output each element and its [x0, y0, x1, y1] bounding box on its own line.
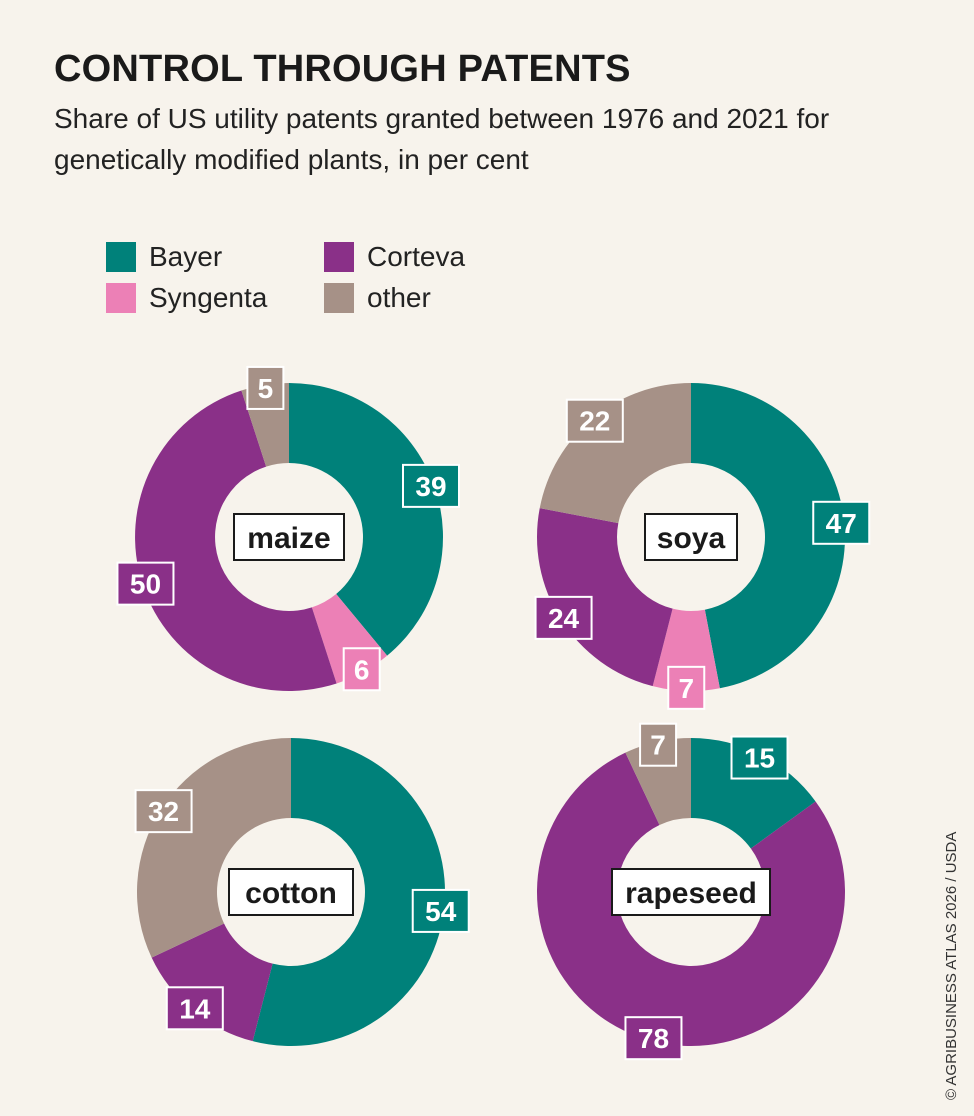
donut-maize: 39 6 50 5 maize	[116, 365, 460, 692]
value-label-maize-syngenta: 6	[342, 647, 381, 692]
slice-cotton-bayer	[252, 738, 445, 1046]
value-label-maize-corteva: 50	[116, 561, 175, 606]
slice-soya-corteva	[537, 508, 673, 687]
chart-title: CONTROL THROUGH PATENTS	[54, 48, 631, 90]
svg-text:14: 14	[179, 993, 211, 1024]
legend-item-syngenta: Syngenta	[106, 281, 267, 315]
crop-label-cotton: cotton	[228, 868, 354, 916]
legend-swatch-corteva	[324, 242, 354, 272]
svg-text:54: 54	[425, 896, 457, 927]
value-label-soya-corteva: 24	[534, 595, 593, 640]
legend-item-corteva: Corteva	[324, 240, 465, 274]
value-label-rapeseed-bayer: 15	[730, 735, 789, 780]
legend-label-corteva: Corteva	[367, 241, 466, 272]
legend-label-bayer: Bayer	[149, 241, 223, 272]
slice-soya-other	[539, 383, 691, 524]
legend-item-bayer: Bayer	[106, 240, 222, 274]
source-credit: © AGRIBUSINESS ATLAS 2026 / USDA	[943, 831, 960, 1100]
chart-subtitle: Share of US utility patents granted betw…	[54, 103, 830, 175]
legend-swatch-other	[324, 283, 354, 313]
value-label-cotton-corteva: 14	[165, 986, 224, 1031]
legend-label-other: other	[367, 282, 431, 313]
legend-label-syngenta: Syngenta	[149, 282, 268, 313]
value-label-rapeseed-other: 7	[639, 722, 678, 767]
svg-text:soya: soya	[657, 522, 726, 555]
slice-rapeseed-corteva	[537, 752, 845, 1046]
crop-label-soya: soya	[644, 513, 738, 561]
svg-text:5: 5	[258, 373, 274, 404]
legend-swatch-syngenta	[106, 283, 136, 313]
svg-text:cotton: cotton	[245, 877, 337, 910]
slice-cotton-corteva	[151, 923, 273, 1042]
value-label-maize-bayer: 39	[401, 463, 460, 508]
svg-text:rapeseed: rapeseed	[625, 877, 757, 910]
donut-soya: 47 7 24 22 soya	[534, 383, 871, 710]
svg-text:6: 6	[354, 654, 370, 685]
svg-text:22: 22	[579, 406, 610, 437]
svg-text:39: 39	[415, 471, 446, 502]
svg-text:50: 50	[130, 569, 161, 600]
value-label-soya-syngenta: 7	[667, 665, 706, 710]
svg-text:7: 7	[650, 730, 666, 761]
svg-text:15: 15	[744, 743, 775, 774]
slice-cotton-other	[136, 738, 291, 958]
value-label-cotton-bayer: 54	[411, 888, 470, 933]
value-label-maize-other: 5	[246, 365, 285, 410]
value-label-soya-bayer: 47	[812, 500, 871, 545]
donut-rapeseed: 15 78 7 rapeseed	[537, 722, 845, 1061]
slice-soya-bayer	[691, 383, 845, 689]
slice-maize-bayer	[289, 383, 444, 656]
svg-text:24: 24	[548, 603, 580, 634]
value-label-soya-other: 22	[565, 398, 624, 443]
svg-text:32: 32	[148, 796, 179, 827]
svg-text:47: 47	[826, 508, 857, 539]
value-label-rapeseed-corteva: 78	[624, 1016, 683, 1061]
crop-label-rapeseed: rapeseed	[611, 868, 771, 916]
slice-maize-corteva	[135, 390, 337, 691]
legend-swatch-bayer	[106, 242, 136, 272]
value-label-cotton-other: 32	[134, 789, 193, 834]
svg-text:7: 7	[678, 673, 694, 704]
slice-rapeseed-bayer	[691, 738, 816, 849]
svg-text:78: 78	[638, 1023, 669, 1054]
svg-text:maize: maize	[247, 522, 330, 555]
donut-cotton: 54 14 32 cotton	[134, 738, 470, 1046]
crop-label-maize: maize	[233, 513, 345, 561]
legend-item-other: other	[324, 281, 431, 315]
